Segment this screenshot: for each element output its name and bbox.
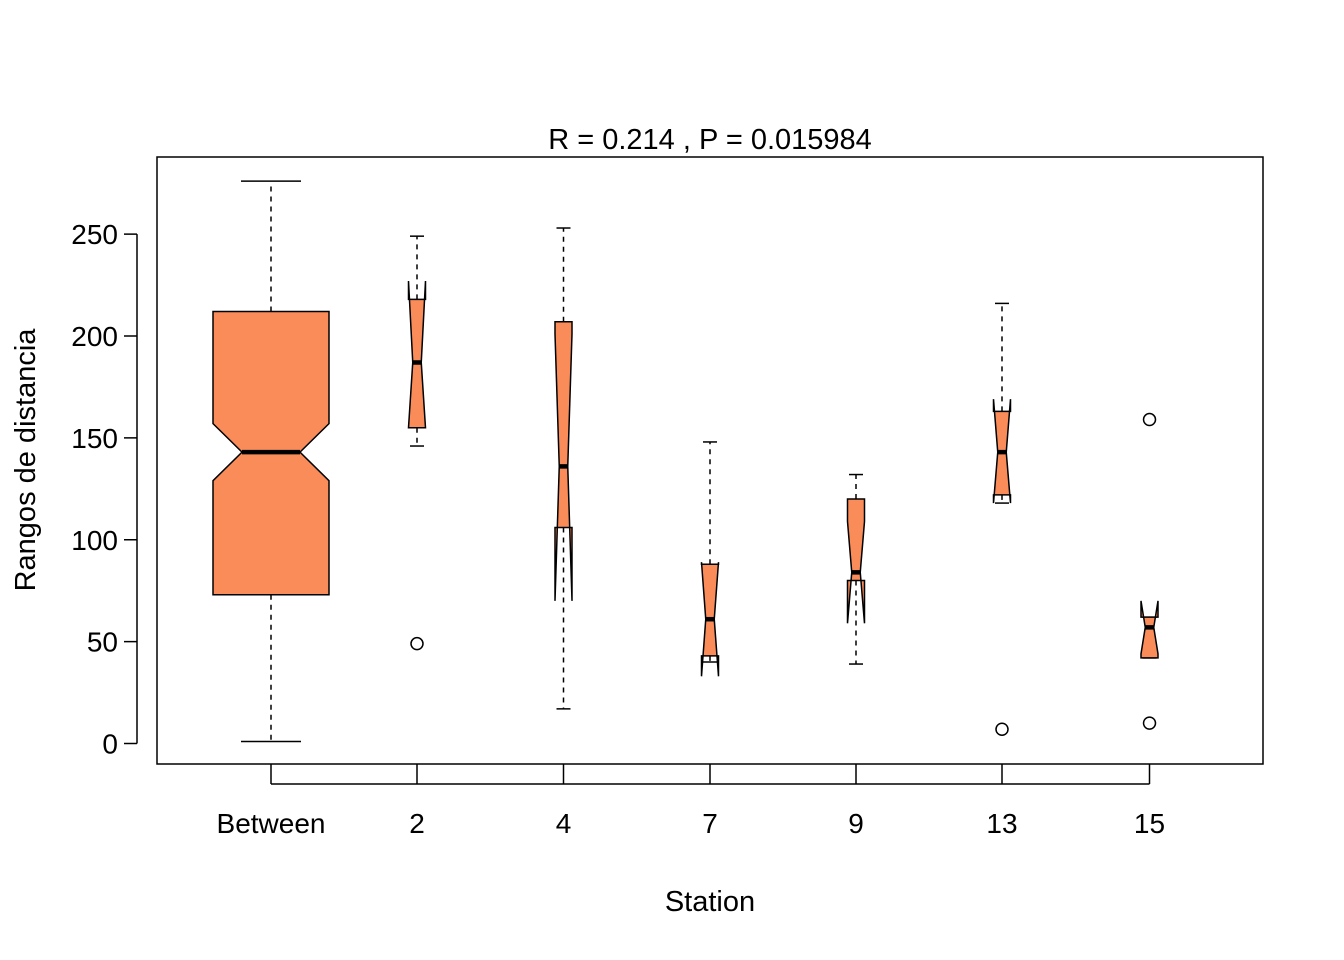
outlier-point [410,636,424,651]
box-body [554,320,573,601]
box-2 [407,235,427,651]
box-13 [992,302,1012,736]
x-axis-label: Station [665,886,755,918]
x-tick-label: 15 [1134,808,1165,839]
y-tick-label: 150 [71,423,118,454]
box-Between [212,180,330,743]
y-tick-label: 0 [102,729,118,760]
x-tick-label: 7 [702,808,718,839]
y-axis-label: Rangos de distancia [10,328,42,592]
chart-title: R = 0.214 , P = 0.015984 [548,124,872,156]
outlier-point [995,722,1009,736]
y-tick-label: 100 [71,525,118,556]
y-tick-label: 200 [71,321,118,352]
box-15 [1140,412,1159,730]
box-body [846,498,866,624]
box-4 [554,227,573,710]
box-7 [700,441,720,677]
box-body [407,280,427,429]
x-tick-label: 2 [409,808,425,839]
x-tick-label: 4 [556,808,572,839]
y-tick-label: 50 [87,627,118,658]
x-tick-label: 13 [986,808,1017,839]
box-9 [846,473,866,665]
outlier-point [1142,716,1157,730]
x-tick-label: Between [217,808,326,839]
y-tick-label: 250 [71,219,118,250]
x-tick-label: 9 [848,808,864,839]
outlier-point [1142,412,1157,427]
